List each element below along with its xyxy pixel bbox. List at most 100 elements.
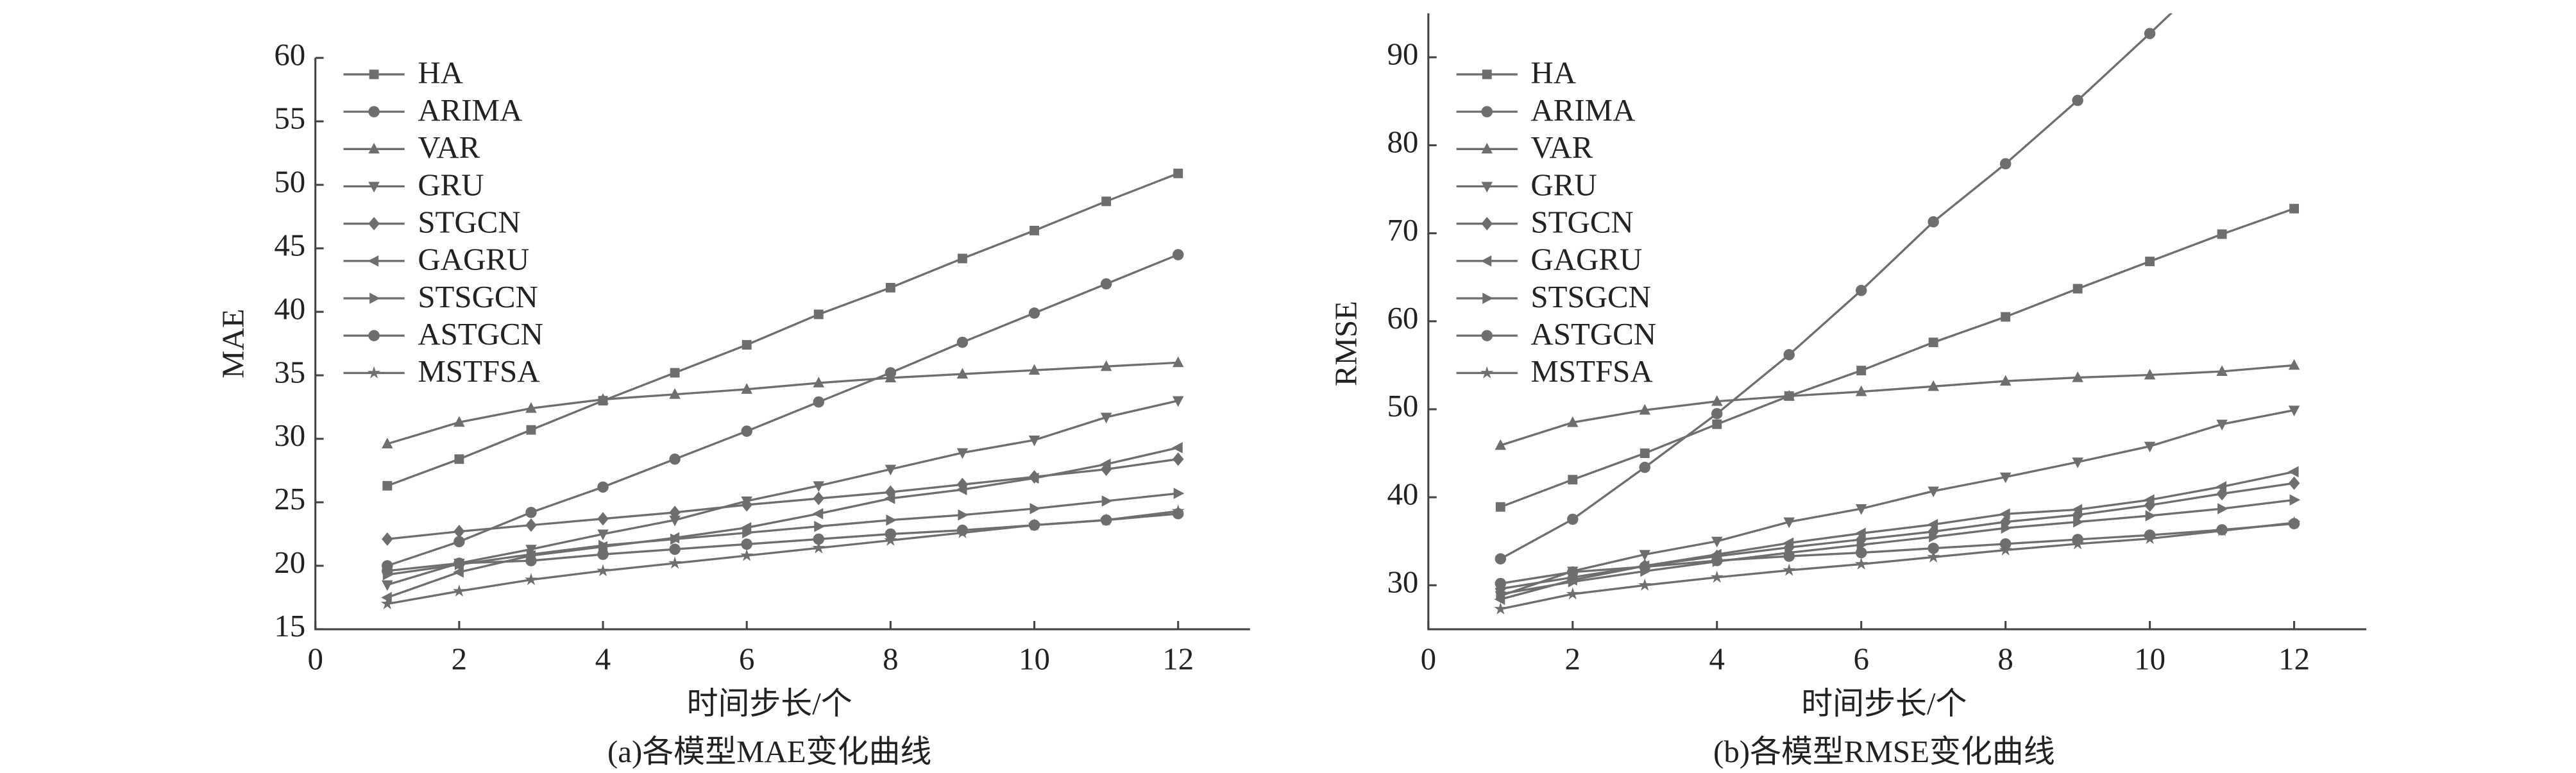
data-point [813,396,825,408]
data-point [1566,587,1579,600]
data-point [1172,442,1183,454]
data-point [1710,570,1724,583]
x-tick-label: 12 [2278,641,2310,677]
data-point [1100,412,1112,423]
data-point [2143,532,2157,545]
data-point [1030,503,1041,514]
data-point [1855,285,1867,296]
chart: 30 40 50 60 70 80 90 0 2 4 6 8 10 12 RMSE 时间步长/个 (b)各模型R… [1328,13,2367,769]
data-point [597,564,610,577]
data-point [956,525,969,538]
x-tick-label: 4 [595,641,611,677]
data-point [1639,561,1651,573]
data-point [453,416,465,427]
data-point [597,393,609,404]
data-point [453,557,465,569]
data-point [1783,349,1795,361]
legend-item: GRU [343,167,484,202]
data-point [1030,225,1039,235]
data-point [598,539,609,552]
legend-label: STGCN [418,204,520,239]
data-point [1854,557,1868,570]
data-point [2288,405,2300,416]
legend-item: VAR [343,130,480,165]
data-point [1494,602,1507,615]
data-point [1028,307,1040,319]
data-point [813,481,825,492]
x-tick-label: 6 [1853,641,1868,677]
series-line [1500,13,2173,560]
data-point [1172,452,1184,466]
data-point [1783,537,1794,549]
data-point [452,584,466,597]
y-tick-label: 50 [1387,388,1418,423]
data-point [2217,503,2228,514]
legend-marker [1482,293,1493,304]
legend-label: ARIMA [418,92,522,128]
data-point [1171,504,1185,517]
legend-item: ARIMA [343,92,522,128]
y-tick-label: 40 [1387,476,1418,511]
data-point [669,453,681,465]
legend-item: ASTGCN [343,316,543,352]
legend-label: GAGRU [1530,242,1642,277]
data-point [1100,278,1112,290]
data-point [382,480,393,491]
chart: 15 20 25 30 35 40 45 50 55 60 0 2 4 6 8 10 12 MAE 时间步长/个 (a… [215,37,1250,769]
data-point [1928,216,1939,228]
data-point [2072,94,2083,106]
data-point [668,556,682,569]
legend-marker [1481,142,1493,154]
data-point [741,425,752,437]
legend-marker [368,182,380,193]
data-point [525,555,537,566]
x-tick-label: 4 [1709,641,1725,677]
data-point [741,538,752,550]
series-line [387,446,1179,599]
y-axis-label: RMSE [1328,301,1363,386]
data-point [1711,536,1723,548]
series-line [387,361,1178,445]
data-point [2288,476,2300,490]
data-point [1927,518,1938,531]
data-point [597,512,609,526]
data-point [956,484,967,495]
legend-label: VAR [418,130,480,165]
data-point [2143,494,2155,506]
legend-marker [1481,217,1493,231]
series-line [387,400,1179,586]
data-point [1855,504,1867,515]
data-point [1495,553,1507,565]
y-tick-label: 60 [274,37,305,72]
data-point [1099,458,1111,470]
legend-item: MSTFSA [343,353,540,389]
series-line [1500,522,2294,585]
legend-marker [368,142,380,154]
data-point [670,368,680,378]
data-point [597,529,609,541]
legend-marker [1481,330,1493,341]
data-point [1929,531,1940,543]
data-point [884,533,897,546]
legend-marker [1482,69,1492,80]
legend-marker [1480,255,1492,267]
data-point [381,591,392,604]
y-tick-label: 15 [274,608,305,643]
data-point [1927,550,1940,563]
x-tick-label: 2 [452,641,467,677]
data-point [2289,494,2301,506]
data-point [1999,543,2012,556]
series-line [387,253,1179,567]
data-point [2216,480,2227,493]
data-point [669,543,681,555]
data-point [1101,495,1113,507]
x-tick-label: 12 [1162,641,1194,677]
legend-item: VAR [1456,130,1593,165]
data-point [1495,502,1505,512]
data-point [382,565,393,577]
legend-label: GRU [1530,167,1597,202]
x-tick-label: 8 [1997,641,2013,677]
data-point [2288,359,2300,370]
data-point [1999,375,2012,386]
legend-marker [368,217,380,231]
